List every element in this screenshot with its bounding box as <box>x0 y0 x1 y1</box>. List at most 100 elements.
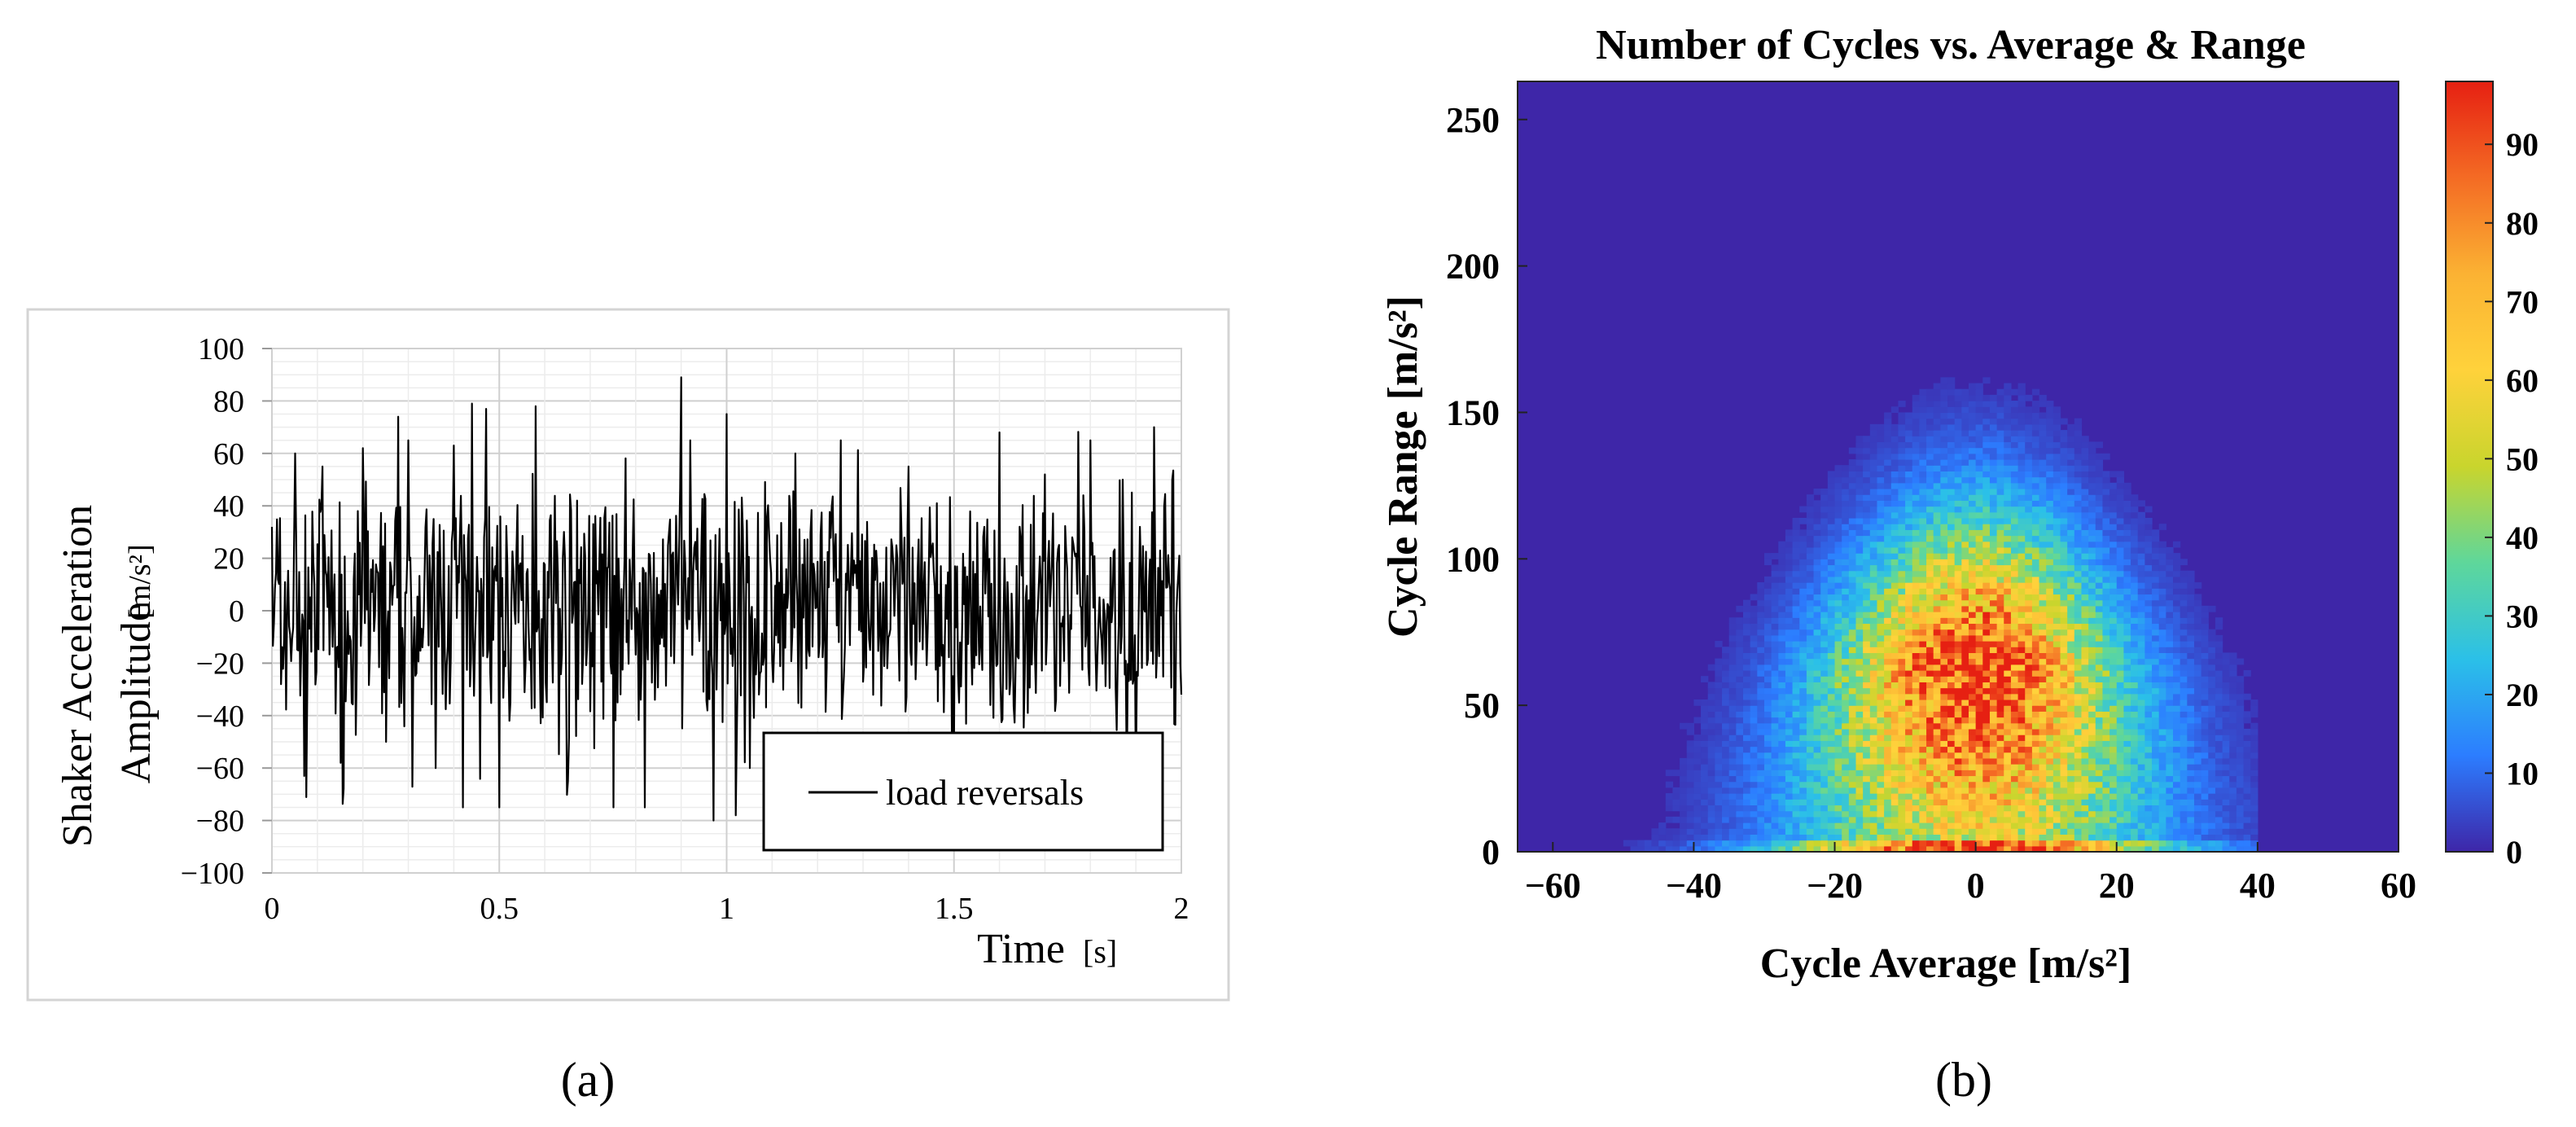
heatmap-cell <box>1975 517 1983 524</box>
heatmap-cell <box>2102 752 2110 759</box>
heatmap-cell <box>2039 500 2047 507</box>
heatmap-cell <box>1763 612 1772 618</box>
heatmap-cell <box>2109 676 2118 682</box>
heatmap-cell <box>1869 822 1878 829</box>
heatmap-cell <box>2187 682 2195 689</box>
heatmap-cell <box>2243 775 2251 783</box>
heatmap-cell <box>2067 453 2075 460</box>
heatmap-cell <box>2187 722 2195 730</box>
heatmap-cell <box>1933 629 1941 636</box>
heatmap-cell <box>1778 793 1786 800</box>
heatmap-cell <box>1728 770 1737 777</box>
heatmap-cell <box>1926 418 1934 425</box>
heatmap-cell <box>2109 623 2118 630</box>
heatmap-cell <box>2067 576 2075 583</box>
heatmap-cell <box>2173 781 2181 788</box>
heatmap-cell <box>2180 810 2188 818</box>
heatmap-cell <box>1912 570 1920 577</box>
heatmap-cell <box>2123 541 2131 548</box>
heatmap-cell <box>2109 582 2118 589</box>
heatmap-cell <box>1806 529 1815 537</box>
heatmap-cell <box>1707 757 1715 765</box>
heatmap-cell <box>2116 564 2125 572</box>
heatmap-cell <box>2158 658 2166 665</box>
heatmap-cell <box>2215 746 2223 753</box>
heatmap-cell <box>2144 805 2153 812</box>
heatmap-cell <box>2039 599 2047 607</box>
heatmap-cell <box>2031 775 2040 783</box>
heatmap-cell <box>2004 793 2012 800</box>
heatmap-cell <box>1736 757 1744 765</box>
heatmap-cell <box>1940 564 1948 572</box>
heatmap-cell <box>1855 506 1864 513</box>
heatmap-cell <box>1940 418 1948 425</box>
heatmap-cell <box>1813 746 1821 753</box>
heatmap-cell <box>1954 664 1962 671</box>
heatmap-cell <box>2116 529 2125 537</box>
heatmap-cell <box>1736 722 1744 730</box>
heatmap-cell <box>1806 682 1815 689</box>
heatmap-cell <box>1757 770 1765 777</box>
heatmap-cell <box>1701 799 1709 806</box>
heatmap-cell <box>2116 634 2125 642</box>
heatmap-cell <box>1912 576 1920 583</box>
heatmap-cell <box>1912 775 1920 783</box>
heatmap-cell <box>1954 612 1962 618</box>
heatmap-cell <box>2031 459 2040 466</box>
heatmap-cell <box>1961 599 1969 607</box>
heatmap-cell <box>1926 822 1934 829</box>
heatmap-cell <box>1898 541 1906 548</box>
heatmap-cell <box>1863 752 1871 759</box>
heatmap-cell <box>1842 647 1850 653</box>
heatmap-cell <box>2052 787 2061 794</box>
heatmap-cell <box>1926 669 1934 677</box>
heatmap-cell <box>1848 746 1857 753</box>
heatmap-cell <box>1680 840 1688 847</box>
heatmap-cell <box>1686 787 1694 794</box>
heatmap-cell <box>2236 834 2245 841</box>
heatmap-cell <box>1890 605 1899 612</box>
heatmap-cell <box>2158 564 2166 572</box>
heatmap-cell <box>2166 582 2174 589</box>
heatmap-cell <box>1919 594 1927 601</box>
heatmap-cell <box>1686 834 1694 841</box>
heatmap-cell <box>2017 436 2026 443</box>
heatmap-cell <box>2074 436 2083 443</box>
heatmap-cell <box>1940 430 1948 436</box>
heatmap-cell <box>1778 570 1786 577</box>
heatmap-cell <box>1757 623 1765 630</box>
heatmap-cell <box>1940 816 1948 823</box>
heatmap-cell <box>2017 669 2026 677</box>
heatmap-cell <box>1940 599 1948 607</box>
heatmap-cell <box>1982 840 1991 847</box>
heatmap-cell <box>2031 612 2040 618</box>
heatmap-cell <box>1975 799 1983 806</box>
heatmap-cell <box>1855 728 1864 735</box>
heatmap-cell <box>1813 599 1821 607</box>
heatmap-cell <box>2046 629 2054 636</box>
heatmap-cell <box>1792 822 1800 829</box>
heatmap-cell <box>2193 629 2202 636</box>
heatmap-cell <box>2088 482 2096 489</box>
heatmap-cell <box>1750 735 1758 741</box>
heatmap-cell <box>1722 834 1730 841</box>
heatmap-cell <box>2088 845 2096 853</box>
heatmap-cell <box>2243 740 2251 748</box>
heatmap-cell <box>1961 623 1969 630</box>
heatmap-cell <box>2010 594 2019 601</box>
heatmap-cell <box>2137 647 2145 653</box>
heatmap-cell <box>1799 676 1807 682</box>
heatmap-cell <box>2243 816 2251 823</box>
heatmap-cell <box>1954 423 1962 431</box>
heatmap-cell <box>2004 430 2012 436</box>
heatmap-cell <box>1863 436 1871 443</box>
heatmap-cell <box>1989 735 1998 741</box>
heatmap-cell <box>1905 494 1913 501</box>
heatmap-cell <box>2025 705 2033 712</box>
heatmap-cell <box>2081 775 2089 783</box>
heatmap-cell <box>1855 494 1864 501</box>
heatmap-cell <box>1926 453 1934 460</box>
heatmap-cell <box>2052 500 2061 507</box>
heatmap-cell <box>1954 816 1962 823</box>
heatmap-cell <box>2243 793 2251 800</box>
